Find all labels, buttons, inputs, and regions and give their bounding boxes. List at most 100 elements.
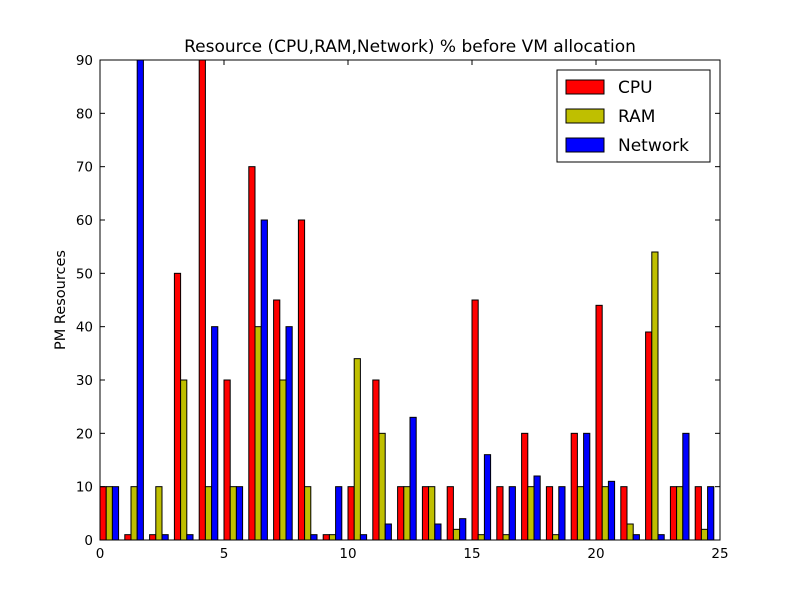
bar-cpu-9 bbox=[322, 534, 330, 541]
bar-network-22 bbox=[657, 534, 665, 541]
bar-network-17 bbox=[533, 475, 541, 541]
bar-cpu-14 bbox=[446, 486, 454, 541]
y-tick-label: 90 bbox=[76, 53, 93, 69]
bar-ram-16 bbox=[502, 534, 510, 541]
bar-ram-18 bbox=[552, 534, 560, 541]
y-tick-label: 10 bbox=[76, 480, 93, 496]
bar-ram-6 bbox=[254, 326, 262, 541]
bar-network-18 bbox=[558, 486, 566, 541]
bar-network-2 bbox=[161, 534, 169, 541]
legend-label-network: Network bbox=[618, 136, 689, 156]
bar-network-16 bbox=[508, 486, 516, 541]
y-tick-label: 0 bbox=[84, 533, 93, 549]
bar-cpu-20 bbox=[595, 304, 603, 541]
y-axis-title: PM Resources bbox=[53, 250, 69, 350]
legend-label-ram: RAM bbox=[618, 107, 655, 127]
y-tick-label: 70 bbox=[76, 160, 93, 176]
bar-cpu-22 bbox=[645, 331, 653, 541]
bar-cpu-15 bbox=[471, 299, 479, 541]
bar-ram-0 bbox=[105, 486, 113, 541]
plot-area-frame bbox=[99, 59, 721, 541]
bar-ram-1 bbox=[130, 486, 138, 541]
bar-network-4 bbox=[211, 326, 219, 541]
bar-cpu-16 bbox=[496, 486, 504, 541]
bar-ram-13 bbox=[428, 486, 436, 541]
y-tick-label: 60 bbox=[76, 213, 93, 229]
bar-cpu-24 bbox=[694, 486, 702, 541]
x-tick-label: 25 bbox=[711, 546, 728, 562]
y-tick-label: 30 bbox=[76, 373, 93, 389]
bar-network-9 bbox=[335, 486, 343, 541]
bar-ram-19 bbox=[576, 486, 585, 541]
y-tick-label: 40 bbox=[76, 320, 93, 336]
bar-cpu-5 bbox=[223, 379, 231, 541]
bar-cpu-18 bbox=[545, 486, 554, 541]
ticks-layer: 0 5 10 15 20 25 0 10 20 30 40 50 60 70 80 90 bbox=[76, 53, 729, 562]
bar-cpu-23 bbox=[669, 486, 678, 541]
bar-cpu-12 bbox=[397, 486, 405, 541]
x-tick-label: 5 bbox=[220, 546, 229, 562]
bar-ram-4 bbox=[204, 486, 213, 541]
bar-ram-12 bbox=[403, 486, 411, 541]
bar-network-14 bbox=[459, 518, 467, 541]
bar-network-6 bbox=[260, 219, 268, 541]
bar-ram-7 bbox=[279, 379, 287, 541]
bar-ram-20 bbox=[601, 486, 609, 541]
bar-cpu-7 bbox=[273, 299, 281, 541]
bar-ram-10 bbox=[353, 358, 361, 541]
bar-ram-21 bbox=[626, 523, 634, 541]
bar-network-7 bbox=[285, 326, 293, 541]
bar-ram-22 bbox=[651, 251, 659, 541]
bar-network-0 bbox=[111, 486, 120, 541]
bar-network-24 bbox=[707, 486, 715, 541]
bar-network-13 bbox=[434, 523, 442, 541]
bar-network-11 bbox=[384, 523, 392, 541]
bar-network-19 bbox=[583, 432, 591, 541]
bar-cpu-17 bbox=[521, 432, 529, 541]
bar-network-10 bbox=[359, 534, 368, 541]
bar-network-1 bbox=[136, 59, 144, 541]
bar-cpu-10 bbox=[347, 486, 355, 541]
bar-cpu-13 bbox=[421, 486, 430, 541]
y-tick-label: 80 bbox=[76, 106, 93, 122]
y-tick-label: 50 bbox=[76, 266, 93, 282]
legend-swatch-network bbox=[565, 137, 605, 153]
bar-network-12 bbox=[409, 416, 417, 541]
bar-network-3 bbox=[186, 534, 194, 541]
y-tick-label: 20 bbox=[76, 426, 93, 442]
bar-ram-17 bbox=[527, 486, 535, 541]
legend-label-cpu: CPU bbox=[618, 78, 653, 98]
bar-ram-5 bbox=[229, 486, 237, 541]
bar-ram-2 bbox=[155, 486, 163, 541]
bar-cpu-1 bbox=[124, 534, 132, 541]
legend-swatch-ram bbox=[565, 108, 605, 124]
chart-title: Resource (CPU,RAM,Network) % before VM a… bbox=[184, 37, 636, 57]
bar-cpu-11 bbox=[372, 379, 380, 541]
bar-ram-8 bbox=[304, 486, 312, 541]
bar-network-15 bbox=[483, 454, 492, 541]
bar-cpu-3 bbox=[173, 272, 182, 541]
bar-ram-24 bbox=[700, 528, 709, 541]
bar-cpu-6 bbox=[248, 166, 256, 541]
x-tick-label: 15 bbox=[463, 546, 480, 562]
bar-network-23 bbox=[682, 432, 690, 541]
bar-ram-23 bbox=[676, 486, 684, 541]
bar-ram-15 bbox=[477, 534, 485, 541]
bar-ram-9 bbox=[328, 534, 337, 541]
bar-ram-3 bbox=[180, 379, 188, 541]
bar-cpu-19 bbox=[570, 432, 578, 541]
bar-network-8 bbox=[310, 534, 318, 541]
bar-network-20 bbox=[607, 480, 616, 541]
legend: CPU RAM Network bbox=[556, 69, 711, 163]
bar-cpu-4 bbox=[198, 59, 206, 541]
bar-cpu-2 bbox=[149, 534, 157, 541]
bar-cpu-8 bbox=[297, 219, 306, 541]
bar-ram-14 bbox=[452, 528, 461, 541]
x-tick-label: 20 bbox=[587, 546, 604, 562]
x-tick-label: 10 bbox=[339, 546, 356, 562]
bar-network-21 bbox=[632, 534, 640, 541]
bar-cpu-0 bbox=[99, 486, 107, 541]
legend-swatch-cpu bbox=[565, 79, 605, 95]
bar-ram-11 bbox=[378, 432, 386, 541]
